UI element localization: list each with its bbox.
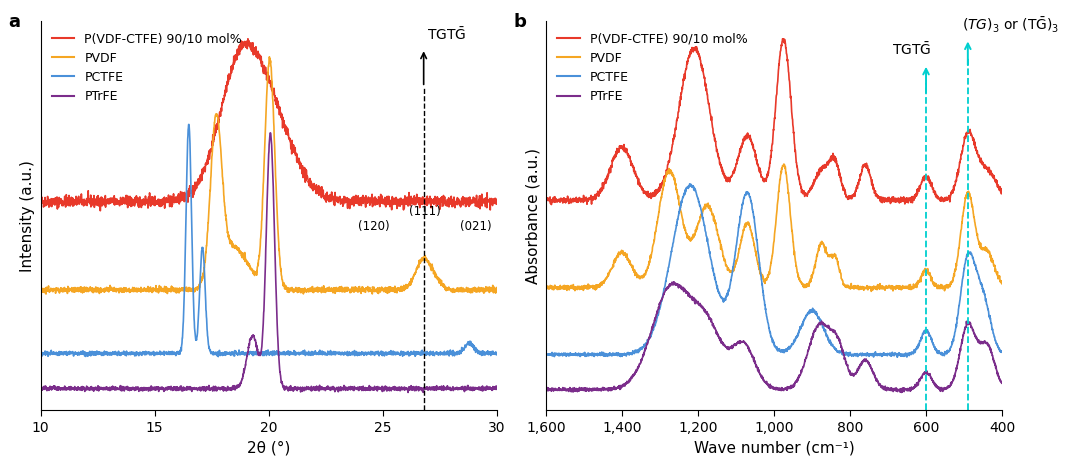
Text: b: b — [514, 13, 527, 31]
X-axis label: 2θ (°): 2θ (°) — [247, 440, 291, 455]
Text: a: a — [9, 13, 21, 31]
Text: TGT$\bar{\mathrm{G}}$: TGT$\bar{\mathrm{G}}$ — [427, 26, 467, 43]
Legend: P(VDF-CTFE) 90/10 mol%, PVDF, PCTFE, PTrFE: P(VDF-CTFE) 90/10 mol%, PVDF, PCTFE, PTr… — [46, 27, 247, 108]
Text: (120): (120) — [357, 220, 390, 233]
Legend: P(VDF-CTFE) 90/10 mol%, PVDF, PCTFE, PTrFE: P(VDF-CTFE) 90/10 mol%, PVDF, PCTFE, PTr… — [552, 27, 753, 108]
Y-axis label: Absorbance (a.u.): Absorbance (a.u.) — [525, 148, 540, 284]
Text: $(TG)_3$ or $(\mathrm{T}\bar{\mathrm{G}})_3$: $(TG)_3$ or $(\mathrm{T}\bar{\mathrm{G}}… — [962, 15, 1059, 35]
Y-axis label: Intensity (a.u.): Intensity (a.u.) — [19, 159, 35, 272]
X-axis label: Wave number (cm⁻¹): Wave number (cm⁻¹) — [693, 440, 854, 455]
Text: (021): (021) — [460, 220, 491, 233]
Text: (111): (111) — [409, 204, 441, 218]
Text: TGT$\bar{\mathrm{G}}$: TGT$\bar{\mathrm{G}}$ — [892, 41, 932, 58]
